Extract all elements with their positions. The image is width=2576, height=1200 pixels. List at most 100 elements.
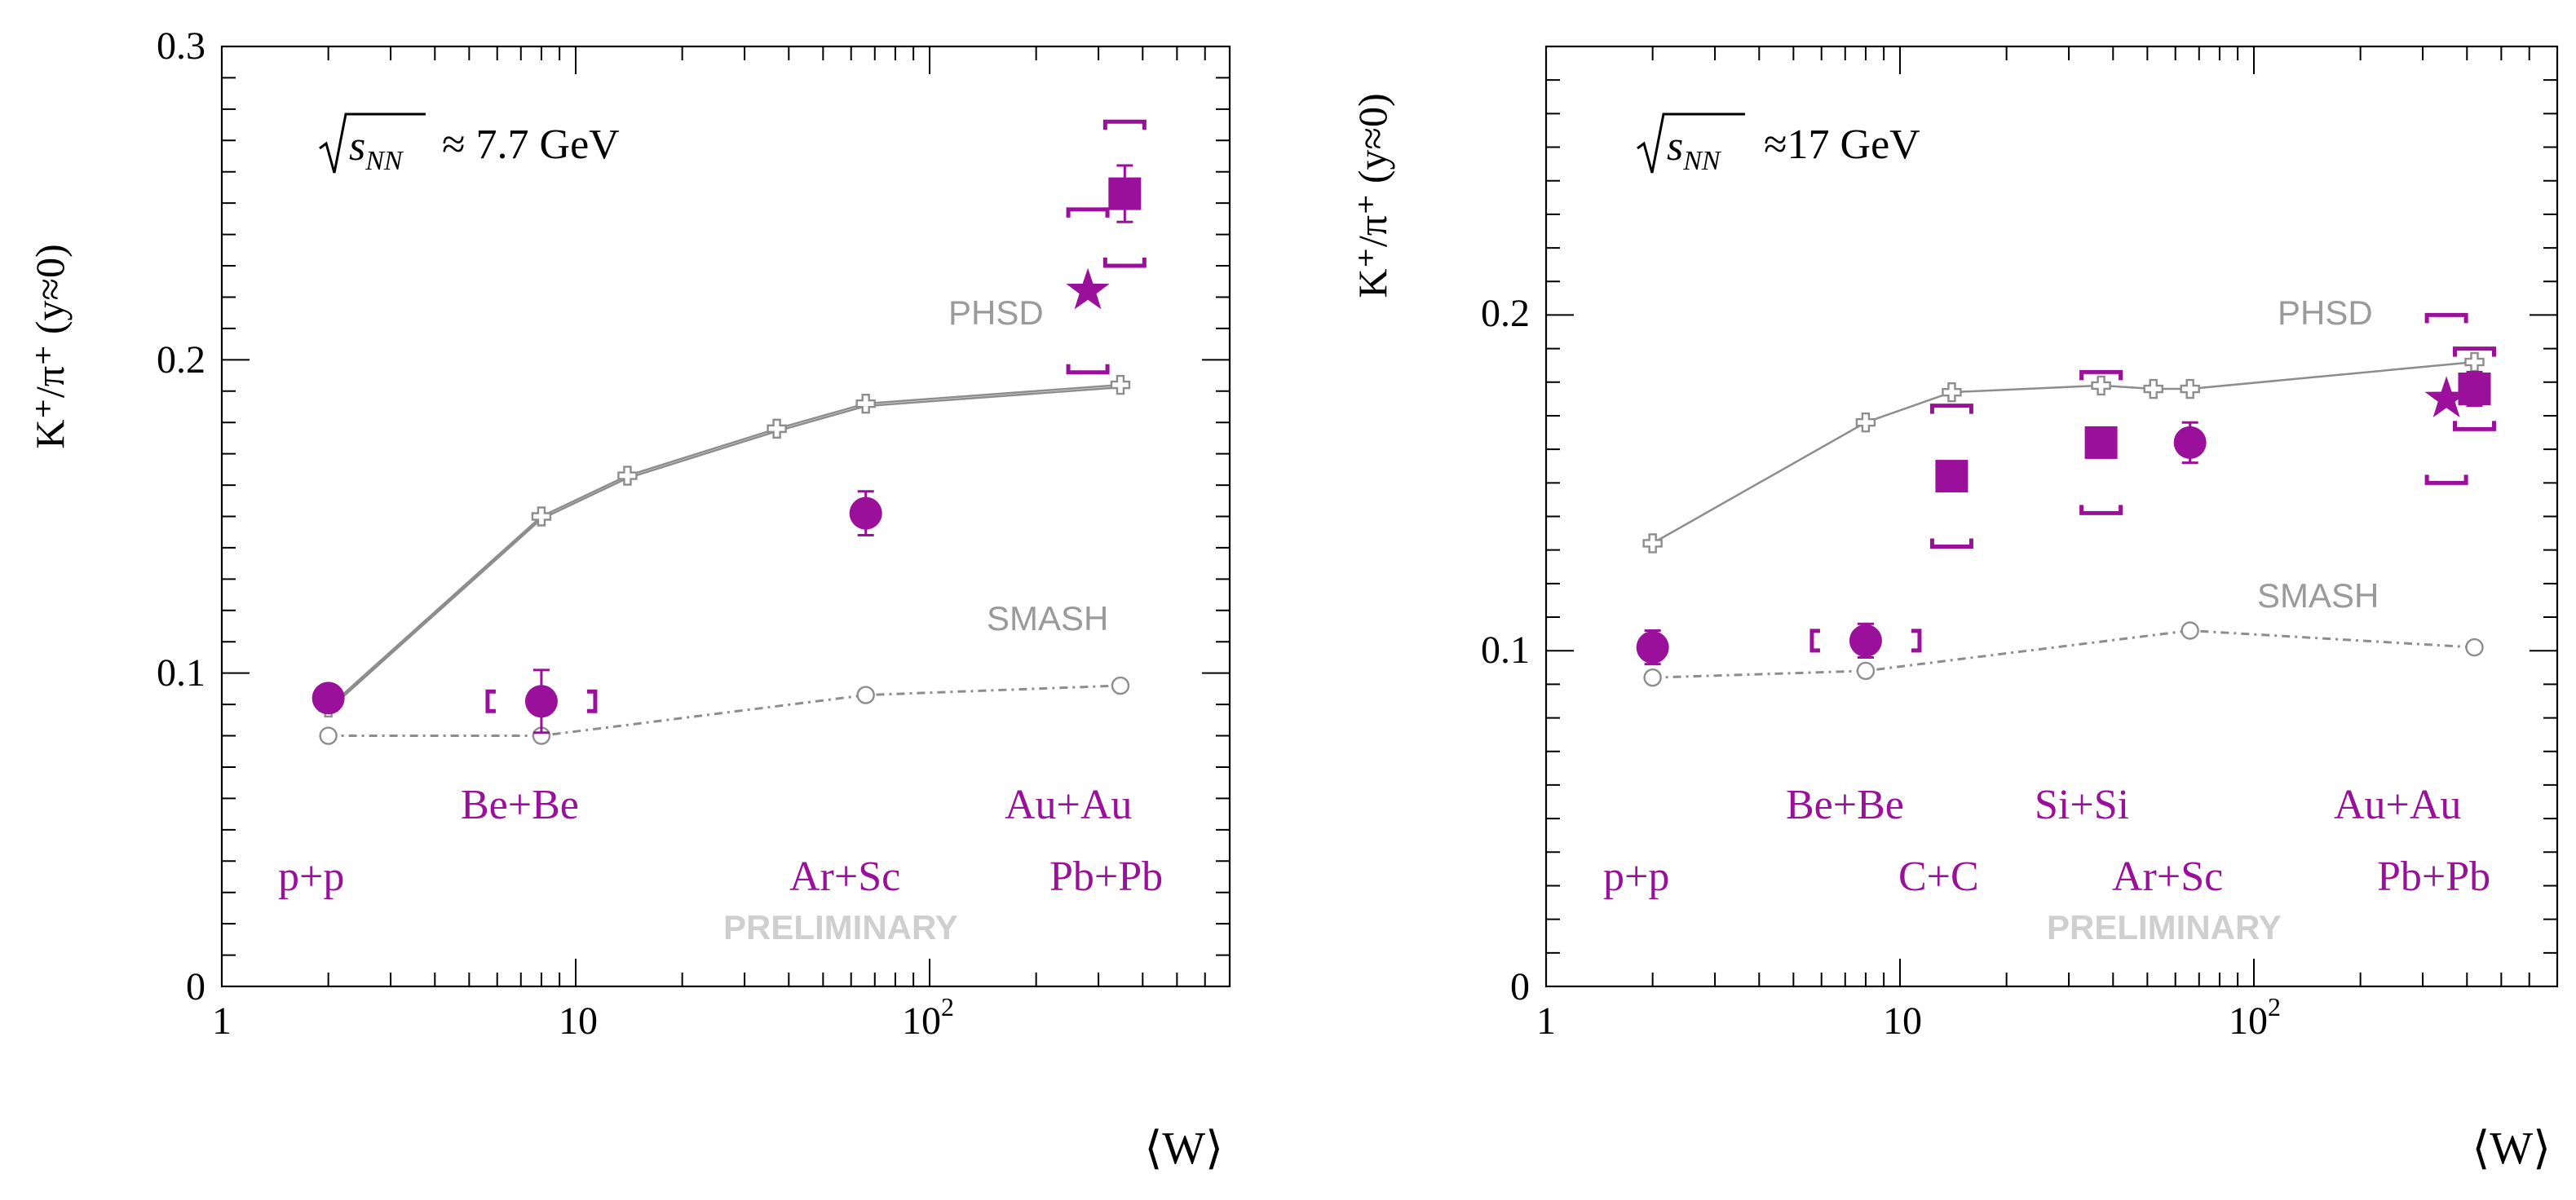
right-smash-line: [1652, 629, 2475, 679]
right-marker-arsc: [2173, 426, 2207, 459]
left-system-label-auau: Au+Au: [1005, 782, 1132, 828]
left-smash-point: [856, 686, 875, 704]
right-sys-bracket-cc: [1929, 404, 1973, 414]
left-sys-bracket-auau: [1066, 207, 1110, 218]
right-sys-bracket-auau: [2424, 312, 2468, 324]
right-sys-bracket-pbpb: [2452, 346, 2496, 357]
left-y-tick-label-2: 0.2: [157, 338, 205, 382]
left-smash-label: SMASH: [987, 599, 1108, 638]
left-x-ticks: [221, 46, 1206, 986]
right-y-tick-label-2: 0.2: [1481, 292, 1530, 335]
left-y-tick-label-1: 0.1: [157, 651, 205, 695]
left-system-label-arsc: Ar+Sc: [789, 854, 900, 900]
right-system-label-sisi: Si+Si: [2035, 782, 2129, 828]
right-y-tick-label-0: 0: [1510, 965, 1530, 1008]
left-panel: 0 0.1 0.2 0.3 1 10 102 K⁺/π⁺ (y≈0) ⟨W⟩ s…: [27, 24, 1231, 1174]
left-sqrt-s-letter: s: [349, 123, 365, 170]
right-energy-label: sNN ≈17 GeV: [1637, 112, 1920, 176]
left-sys-bracket-pbpb: [1102, 119, 1147, 130]
right-sqrt-sign: [1637, 112, 1745, 174]
left-y-tick-label-3: 0.3: [157, 24, 205, 68]
right-point-arsc: [2173, 421, 2207, 465]
left-marker-auau: [1066, 267, 1110, 310]
left-point-bebe: [485, 668, 598, 735]
left-energy-value: ≈ 7.7 GeV: [442, 121, 620, 168]
right-system-label-arsc: Ar+Sc: [2112, 854, 2223, 900]
left-phsd-point: [855, 393, 876, 414]
left-sqrt-s: sNN: [349, 123, 404, 176]
left-phsd-markers: [318, 374, 1131, 718]
right-x-tick-label-1: 10: [1883, 999, 1922, 1043]
right-sys-bracket-sisi: [2079, 369, 2123, 381]
left-marker-pbpb: [1108, 177, 1142, 210]
left-preliminary-watermark: PRELIMINARY: [723, 908, 958, 946]
right-x-tick-label-2-exp: 2: [2268, 992, 2281, 1021]
right-marker-pp: [1636, 631, 1669, 664]
right-smash-point: [1856, 661, 1876, 681]
left-phsd-point: [617, 465, 638, 486]
right-point-bebe: [1809, 622, 1922, 659]
right-system-label-bebe: Be+Be: [1786, 782, 1904, 828]
right-phsd-point: [2464, 351, 2485, 373]
right-system-label-pbpb: Pb+Pb: [2377, 854, 2490, 900]
left-phsd-line: [327, 383, 1121, 708]
left-point-pp: [312, 682, 345, 715]
left-phsd-point: [767, 418, 787, 439]
right-point-pp: [1636, 629, 1669, 666]
left-smash-markers: [319, 676, 1130, 745]
right-sys-bracket-auau: [2424, 474, 2468, 485]
right-phsd-point: [1642, 533, 1663, 554]
left-x-tick-label-2: 102: [902, 992, 954, 1043]
left-system-label-pbpb: Pb+Pb: [1049, 854, 1163, 900]
right-point-cc: [1929, 404, 1973, 549]
left-system-label-bebe: Be+Be: [461, 782, 579, 828]
left-marker-pp: [312, 682, 345, 715]
right-sys-bracket-pbpb: [2452, 421, 2496, 431]
left-sys-bracket-auau: [1066, 364, 1110, 375]
right-marker-auau: [2424, 376, 2468, 417]
left-x-axis-title: ⟨W⟩: [1144, 1123, 1223, 1174]
left-marker-bebe: [524, 685, 558, 718]
right-phsd-markers: [1642, 351, 2485, 554]
left-plot-frame: [220, 45, 1231, 988]
right-system-label-pp: p+p: [1603, 854, 1669, 900]
right-point-pbpb: [2452, 346, 2496, 431]
right-panel: 0 0.1 0.2 1 10 102 K⁺/π⁺ (y≈0) ⟨W⟩ sNN ≈…: [1350, 45, 2559, 1174]
right-x-ticks: [1545, 46, 2530, 986]
left-x-tick-label-1: 10: [559, 999, 598, 1043]
left-x-tick-label-0: 1: [212, 999, 232, 1043]
left-sys-bracket-bebe: [586, 689, 598, 713]
right-smash-point: [2181, 621, 2199, 640]
right-x-tick-label-0: 1: [1536, 999, 1556, 1043]
right-x-tick-label-2-base: 10: [2229, 999, 2268, 1043]
right-sqrt-s: sNN: [1667, 123, 1722, 176]
left-smash-point: [1111, 676, 1130, 695]
left-x-tick-label-2-exp: 2: [941, 992, 954, 1021]
right-phsd-label: PHSD: [2278, 293, 2373, 332]
right-smash-point: [1643, 668, 1662, 687]
right-phsd-line: [1651, 360, 2475, 545]
right-energy-value: ≈17 GeV: [1764, 121, 1920, 168]
left-sqrt-s-subscript: NN: [365, 146, 404, 176]
left-energy-label: sNN ≈ 7.7 GeV: [319, 112, 620, 176]
left-point-auau: [1066, 207, 1110, 375]
right-phsd-point: [2180, 378, 2200, 399]
right-point-auau: [2424, 312, 2468, 485]
right-y-axis-title: K⁺/π⁺ (y≈0): [1350, 93, 1395, 298]
left-marker-arsc: [849, 496, 882, 530]
left-phsd-point: [1110, 374, 1131, 395]
right-marker-bebe: [1849, 624, 1882, 657]
right-y-ticks: [1546, 46, 2557, 987]
right-sqrt-s-subscript: NN: [1682, 146, 1722, 176]
left-smash-line: [328, 684, 1121, 737]
left-system-label-pp: p+p: [278, 854, 344, 900]
right-sys-bracket-cc: [1929, 538, 1973, 549]
left-point-arsc: [849, 490, 882, 537]
right-y-tick-label-1: 0.1: [1481, 629, 1530, 672]
right-sys-bracket-bebe: [1911, 629, 1922, 653]
right-smash-point: [2465, 638, 2484, 657]
left-y-ticks: [222, 46, 1230, 987]
left-data-points: [312, 119, 1147, 735]
left-sqrt-sign: [319, 112, 426, 174]
